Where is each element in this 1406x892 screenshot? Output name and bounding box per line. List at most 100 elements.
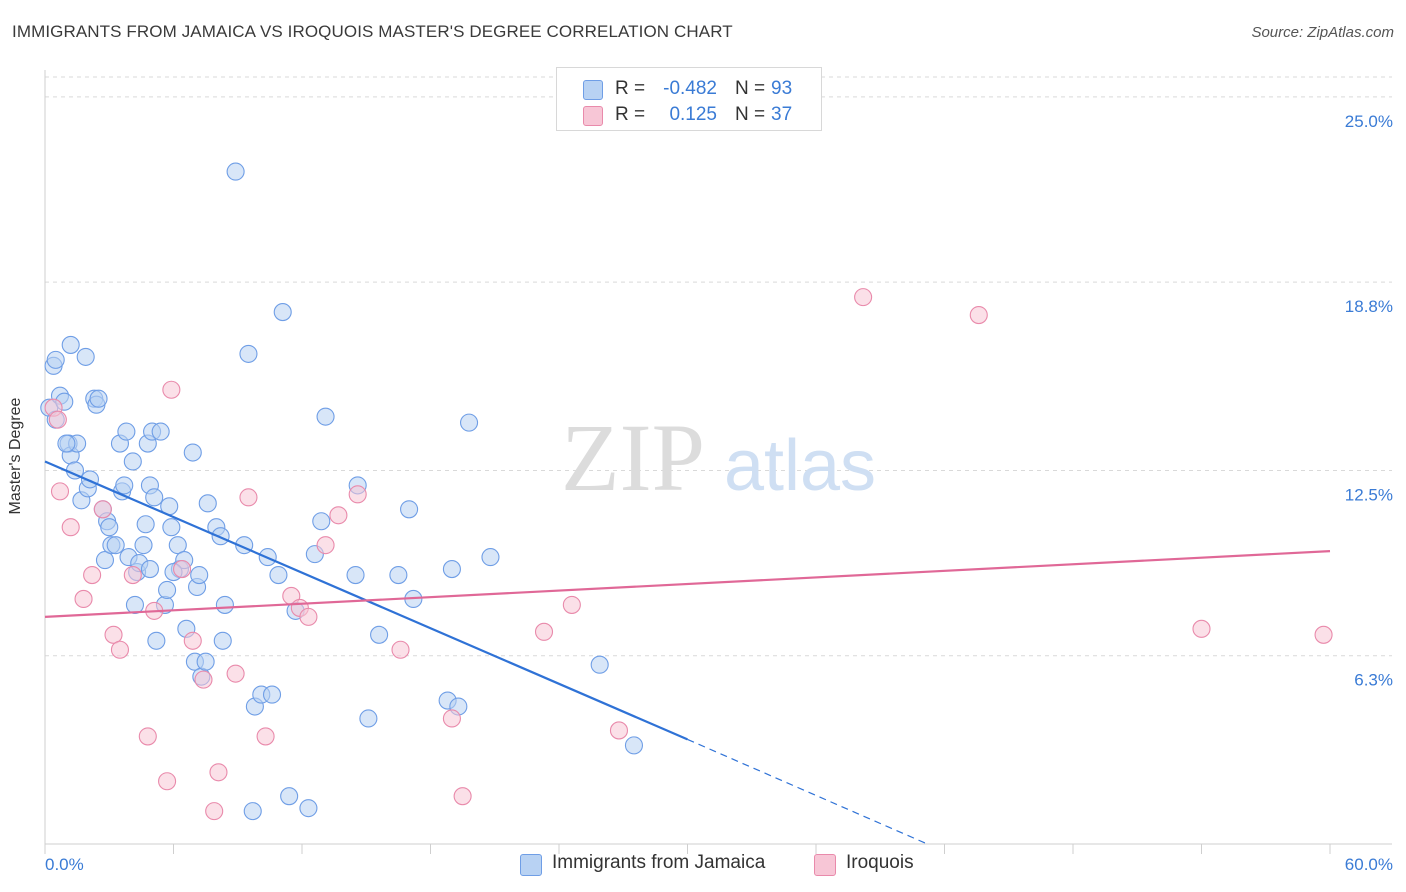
point-jamaica [140,560,159,579]
watermark-atlas: atlas [724,426,876,506]
point-jamaica [239,344,258,363]
point-jamaica [312,512,331,531]
watermark: ZIP atlas [561,404,876,511]
point-iroquois [453,787,472,806]
point-jamaica [190,565,209,585]
bottom-legend-label-jamaica: Immigrants from Jamaica [552,852,766,873]
point-iroquois [61,518,80,537]
point-jamaica [125,595,144,614]
point-jamaica [359,709,378,728]
x-tick-label-max: 60.0% [1345,855,1393,874]
point-iroquois [1314,625,1333,644]
point-iroquois [50,482,70,501]
watermark-zip: ZIP [561,404,705,511]
point-iroquois [1192,619,1211,638]
point-jamaica [76,347,95,366]
point-jamaica [370,625,389,644]
point-jamaica [61,335,80,354]
point-jamaica [183,443,202,462]
point-jamaica [106,536,125,555]
gridlines [45,76,1392,657]
point-jamaica [151,422,170,441]
point-jamaica [346,565,365,585]
point-iroquois [226,664,245,683]
point-jamaica [196,652,215,671]
point-iroquois [329,506,348,525]
point-jamaica [215,595,234,614]
point-iroquois [256,727,275,746]
point-iroquois [442,709,461,728]
point-jamaica [89,389,108,408]
point-iroquois [158,772,177,791]
axes [44,70,1392,854]
point-jamaica [158,580,177,600]
point-iroquois [348,485,367,504]
point-jamaica [100,518,119,537]
legend-swatch-iroquois [583,106,603,126]
point-jamaica [117,422,136,441]
point-iroquois [83,565,102,585]
legend-n-label: N = [735,104,766,125]
legend-n-value-jamaica: 93 [771,78,793,99]
point-jamaica [115,476,134,495]
bottom-legend-label-iroquois: Iroquois [846,852,914,873]
chart-title: IMMIGRANTS FROM JAMAICA VS IROQUOIS MAST… [12,22,733,41]
legend-swatch-jamaica [583,80,603,100]
point-iroquois [239,488,258,507]
y-tick-label: 25.0% [1345,112,1393,131]
point-iroquois [299,607,318,626]
point-jamaica [442,560,461,579]
point-iroquois [138,727,157,746]
y-tick-label: 18.8% [1345,297,1393,316]
point-iroquois [74,589,93,608]
point-jamaica [168,536,187,555]
legend-r-label: R = [615,104,646,125]
trend-line-jamaica-extension [687,738,928,845]
point-iroquois [123,565,142,585]
point-jamaica [316,407,335,426]
point-iroquois [110,640,130,659]
point-jamaica [481,548,500,567]
legend-r-value-iroquois: 0.125 [669,104,717,125]
y-tick-label: 12.5% [1345,485,1393,504]
point-jamaica [162,518,181,537]
point-jamaica [145,488,164,507]
point-jamaica [262,685,282,704]
legend-r-value-jamaica: -0.482 [663,78,717,99]
correlation-legend: R = -0.482 N = 93 R = 0.125 N = 37 [556,67,822,131]
point-jamaica [198,494,217,513]
point-iroquois [173,560,192,579]
bottom-legend-swatch-iroquois [814,854,836,876]
point-iroquois [162,380,181,399]
point-iroquois [316,536,335,555]
legend-r-label: R = [615,78,646,99]
point-iroquois [854,288,873,307]
point-iroquois [209,763,228,782]
legend-row-jamaica: R = -0.482 N = 93 [557,76,821,102]
legend-n-value-iroquois: 37 [771,104,793,125]
point-jamaica [134,536,153,555]
legend-row-iroquois: R = 0.125 N = 37 [557,102,821,128]
point-iroquois [391,640,410,659]
point-iroquois [194,670,213,689]
point-jamaica [213,631,232,650]
point-jamaica [280,787,299,806]
point-iroquois [969,306,988,325]
legend-n-label: N = [735,78,766,99]
point-jamaica [273,303,292,322]
tick-labels: 25.0% 18.8% 12.5% 6.3% 0.0% 60.0% [45,112,1393,874]
point-jamaica [459,413,479,432]
point-jamaica [57,434,76,453]
point-jamaica [147,631,166,650]
point-iroquois [562,595,581,614]
point-jamaica [226,162,245,181]
trend-lines [44,460,1331,845]
point-jamaica [95,551,115,570]
point-jamaica [243,802,262,821]
point-jamaica [46,350,65,369]
point-iroquois [534,622,554,641]
point-jamaica [136,515,155,534]
point-jamaica [590,655,609,674]
point-jamaica [624,736,644,755]
